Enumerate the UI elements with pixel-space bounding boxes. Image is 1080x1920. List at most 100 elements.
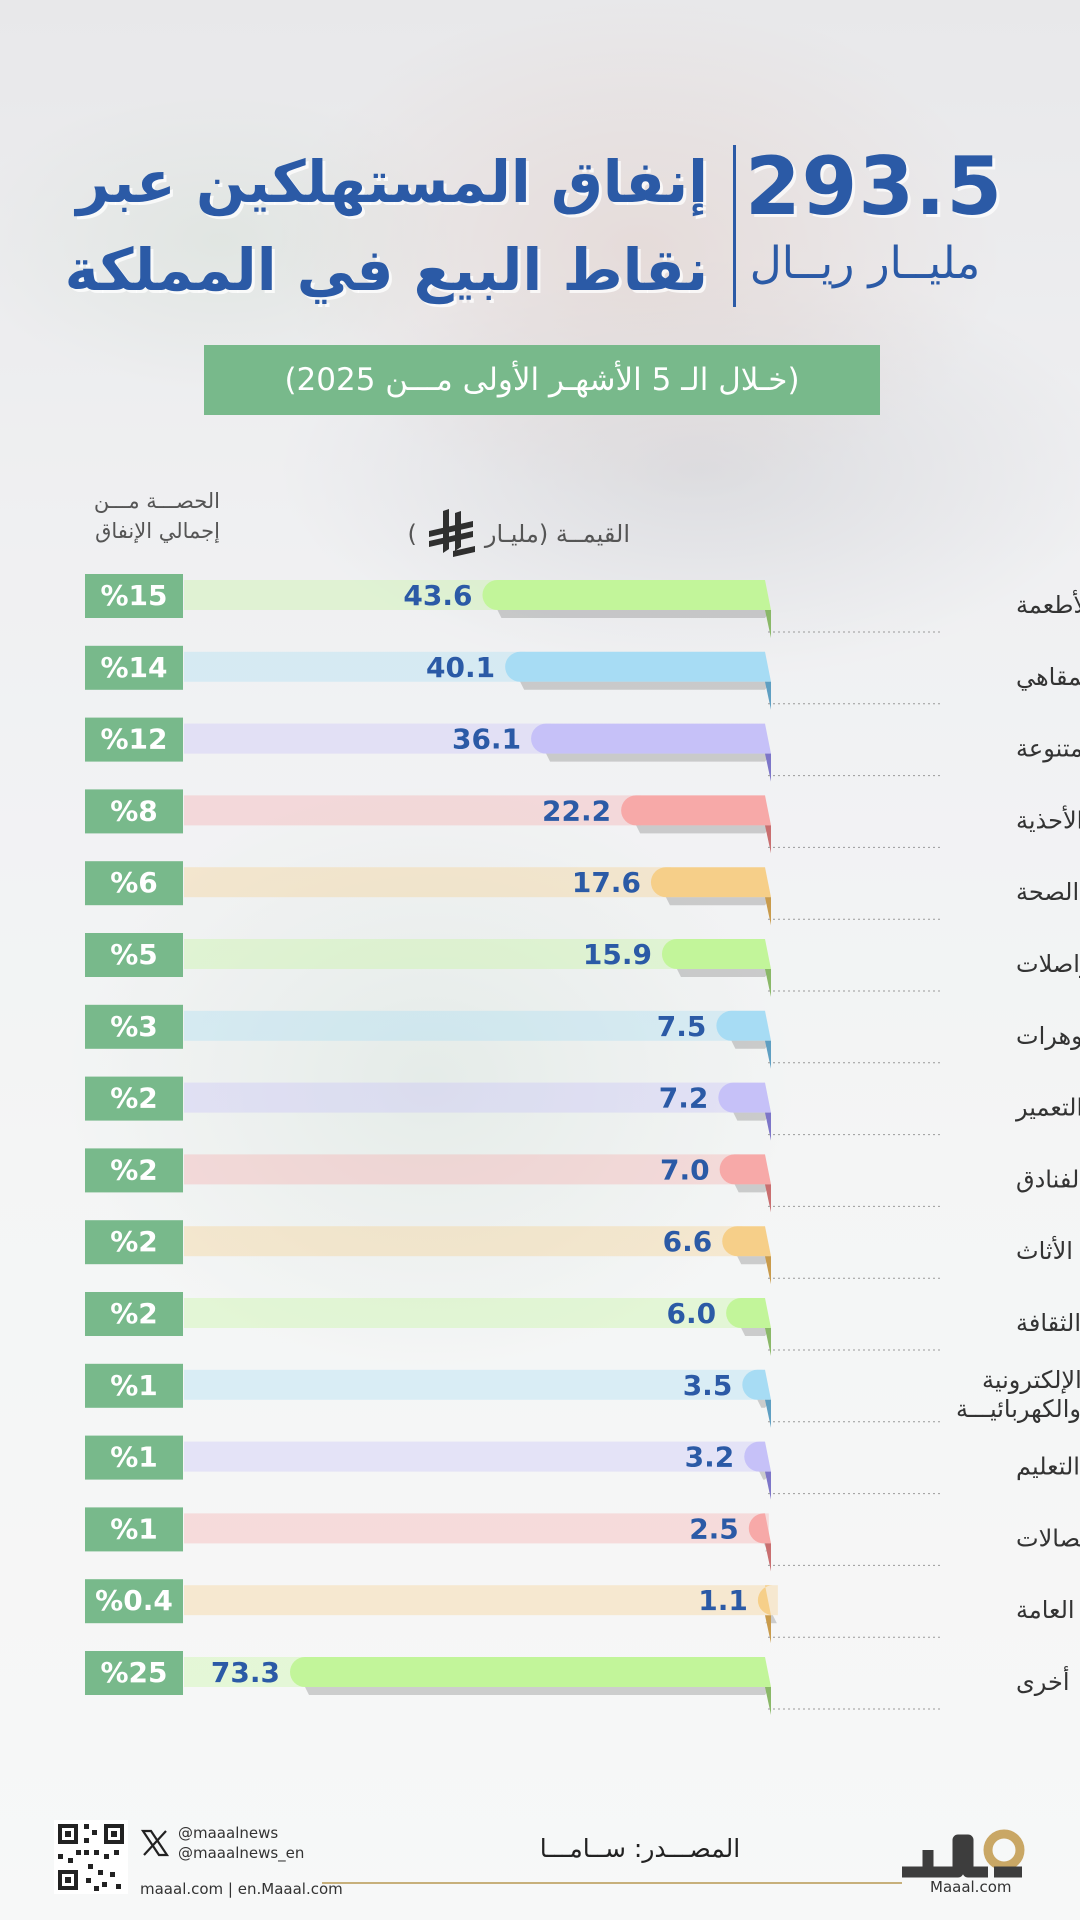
share-badge [85,1292,183,1336]
category-label: الأجهزه الإلكترونية [982,1365,1080,1394]
bar-track [184,795,642,826]
bar [661,939,771,969]
share-label: %2 [110,1225,158,1258]
value-column-header: القيمــة (مليـار ) [360,509,630,557]
bar-track [184,651,526,682]
share-badge [85,1579,183,1624]
value-label: 73.3 [211,1656,280,1689]
value-label: 15.9 [583,938,652,971]
bar-shadow [733,1112,771,1121]
bar [748,1513,771,1544]
bar-track [184,1657,310,1687]
share-label: %14 [100,651,167,684]
share-label: %1 [110,1369,158,1402]
share-label: %25 [100,1656,167,1689]
share-label: %1 [110,1512,158,1545]
category-label: المنافع العامة [1016,1596,1080,1624]
share-badge [85,1363,183,1408]
bar-track [184,939,682,969]
category-label: الترفيه والثقافة [1016,1309,1080,1337]
bar [744,1441,771,1472]
bar [718,1082,771,1113]
bar [531,723,771,754]
category-label: الاتصالات [1016,1524,1080,1552]
x-icon[interactable] [140,1828,170,1858]
share-badge [85,1435,183,1480]
bar-track [184,867,671,898]
share-header-line-2: إجمالي الإنفاق [95,519,220,543]
bar-shadow [676,969,771,977]
bar-track [184,1513,769,1544]
total-value: 293.5 [745,140,1004,233]
bar [757,1585,773,1616]
category-label: المجوهرات [1016,1022,1080,1050]
qr-code-icon [54,1820,128,1894]
value-label: 40.1 [426,651,495,684]
bar-fold [765,1687,771,1715]
bar-track [184,1369,763,1400]
value-header-paren: ) [407,520,417,548]
title-line-2: نقاط البيع في المملكة [64,236,708,304]
twitter-handle[interactable]: @maaalnews [178,1824,279,1842]
footer-divider [322,1882,902,1884]
bar-track [184,1082,739,1113]
bar [621,795,771,826]
header: 293.5 مليــار ريــال إنفاق المستهلكين عب… [0,0,1080,320]
share-label: %2 [110,1153,158,1186]
bar [722,1226,771,1257]
bar-fold [765,825,771,854]
bar [482,580,771,610]
bar-fold [765,1328,771,1356]
share-badge [85,1651,183,1695]
category-label: الفنادق [1016,1165,1080,1193]
total-unit: مليــار ريــال [749,238,981,289]
value-label: 2.5 [689,1512,739,1545]
bar-fold [765,1256,771,1285]
bar [650,867,771,898]
bar-shadow [734,1184,771,1193]
value-label: 17.6 [572,866,641,899]
category-label: خدمات وسلع متنوعة [1016,735,1080,763]
bar [726,1298,771,1328]
share-label: %8 [110,794,158,827]
bar-fold [765,969,771,997]
value-header-text: القيمــة (مليـار [484,520,630,548]
bar-fold [765,1399,771,1428]
share-label: %2 [110,1297,158,1330]
share-label: %5 [110,938,158,971]
share-header-line-1: الحصـــة مـــن [93,489,220,513]
category-label: المطاعم والمقاهي [1016,663,1080,691]
bar-track [184,580,503,610]
value-label: 43.6 [403,579,472,612]
category-label: الصحة [1016,878,1079,906]
bar-shadow [546,753,771,762]
category-label: المواصلات [1016,950,1080,978]
bar-fold [765,1184,771,1213]
category-label-line-2: والكهربائيـــة [956,1395,1080,1423]
bar-fold [765,1615,771,1644]
twitter-handle-en[interactable]: @maaalnews_en [178,1844,305,1862]
share-badge [85,1148,183,1193]
footer: @maaalnews @maaalnews_en maaal.com | en.… [0,1810,1080,1920]
bar-fold [765,1112,771,1141]
value-label: 3.5 [683,1369,733,1402]
websites[interactable]: maaal.com | en.Maaal.com [140,1880,343,1898]
category-label: أخرى [1016,1666,1070,1696]
bar [742,1369,771,1400]
category-label: المشروبات والأطعمة [1016,590,1080,619]
category-label: الأثاث [1016,1236,1073,1265]
logo-site[interactable]: Maaal.com [930,1878,1012,1896]
share-badge [85,933,183,977]
share-badge [85,861,183,906]
bar-fold [765,681,771,710]
share-badge [85,645,183,690]
share-label: %3 [110,1010,158,1043]
bar-track [184,1226,743,1257]
bar-shadow [731,1040,771,1049]
bar-shadow [665,897,771,906]
bar-track [184,1585,778,1616]
share-badge [85,1507,183,1552]
bar-track [184,723,552,754]
riyal-symbol-icon [428,509,475,557]
